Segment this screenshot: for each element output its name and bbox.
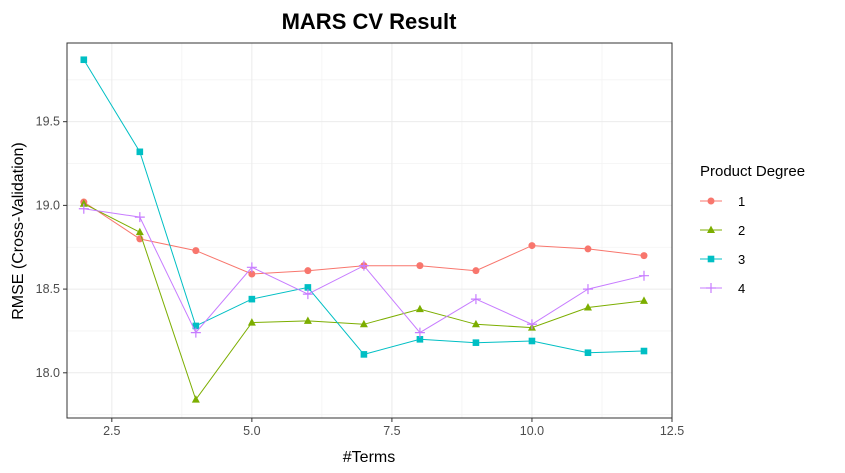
grid-major (67, 43, 673, 418)
y-tick-label: 19.0 (36, 198, 60, 212)
chart-title: MARS CV Result (282, 9, 457, 34)
series-layer (78, 56, 649, 403)
x-tick-label: 10.0 (520, 424, 544, 438)
data-point (470, 294, 481, 305)
data-point (190, 327, 201, 338)
data-point (414, 327, 425, 338)
data-point (304, 267, 312, 275)
x-axis-title: #Terms (343, 449, 395, 466)
data-point (358, 260, 369, 271)
data-point (304, 284, 312, 291)
data-point (136, 148, 144, 156)
data-point (359, 319, 368, 328)
x-tick-label: 5.0 (243, 424, 260, 438)
data-point (526, 319, 537, 330)
data-point (134, 212, 145, 223)
series-3 (80, 56, 648, 358)
data-point (247, 318, 256, 326)
data-point (192, 322, 200, 330)
legend-item-4: 4 (700, 281, 745, 296)
legend-label: 2 (738, 223, 745, 238)
grid-minor (67, 43, 672, 418)
data-point (640, 347, 648, 355)
data-point (192, 247, 200, 255)
y-tick-label: 18.0 (36, 366, 60, 380)
x-axis: 2.5 5.0 7.5 10.0 12.5 (103, 418, 684, 438)
data-point (303, 316, 312, 324)
y-tick-label: 19.5 (36, 115, 60, 129)
legend-key-marker (707, 255, 715, 263)
data-point (80, 56, 88, 64)
legend-item-2: 2 (700, 223, 745, 238)
data-point (528, 242, 536, 250)
y-tick-label: 18.5 (36, 282, 60, 296)
legend-key-marker (707, 197, 715, 205)
y-axis-title: RMSE (Cross-Validation) (10, 142, 27, 320)
data-point (472, 339, 480, 346)
legend-title: Product Degree (700, 163, 805, 180)
data-point (640, 252, 648, 260)
data-point (248, 270, 256, 278)
data-point (416, 336, 424, 343)
data-point (472, 267, 480, 275)
series-line-2 (83, 203, 645, 401)
legend-key-marker (707, 225, 715, 233)
legend-key-marker (706, 283, 716, 293)
data-point (79, 199, 88, 207)
data-point (135, 227, 144, 236)
y-axis: 18.0 18.5 19.0 19.5 (36, 115, 67, 380)
legend-item-1: 1 (700, 194, 745, 209)
series-4 (78, 203, 649, 338)
data-point (471, 319, 480, 328)
legend-label: 3 (738, 252, 745, 267)
legend: Product Degree 1 2 3 4 (700, 163, 805, 296)
data-point (528, 337, 536, 345)
data-point (583, 303, 592, 311)
data-point (246, 262, 257, 273)
data-point (638, 270, 649, 281)
data-point (584, 349, 592, 357)
legend-label: 1 (738, 194, 745, 209)
legend-item-3: 3 (700, 252, 745, 267)
x-tick-label: 12.5 (660, 424, 684, 438)
data-point (415, 304, 424, 313)
data-point (416, 262, 424, 270)
data-point (584, 245, 592, 253)
data-point (639, 296, 648, 304)
data-point (582, 284, 593, 295)
plot-panel (66, 42, 673, 419)
data-point (302, 289, 313, 300)
x-tick-label: 7.5 (383, 424, 400, 438)
data-point (360, 351, 368, 358)
data-point (78, 203, 89, 214)
data-point (191, 395, 200, 403)
series-2 (79, 199, 648, 403)
x-tick-label: 2.5 (103, 424, 120, 438)
legend-label: 4 (738, 281, 745, 296)
data-point (248, 295, 256, 303)
series-line-3 (83, 59, 645, 355)
